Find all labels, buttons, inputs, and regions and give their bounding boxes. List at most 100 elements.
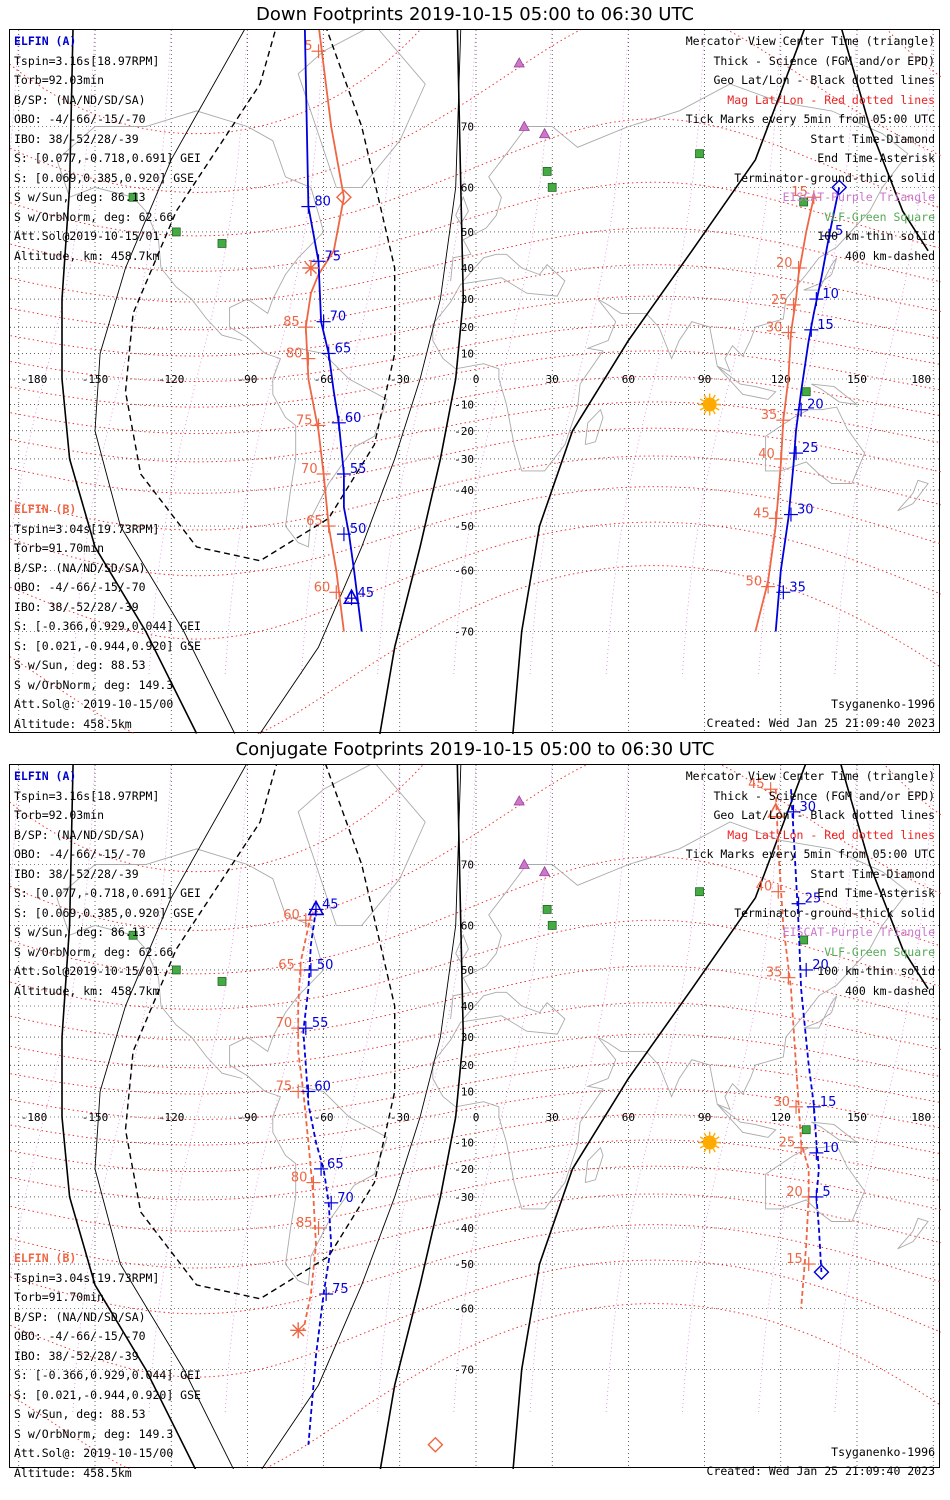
legend-key-line: Geo Lat/Lon - Black dotted lines <box>713 73 935 87</box>
mag-latitude-line <box>10 1224 941 1315</box>
legend-b-line: OBO: -4/-66/-15/-70 <box>14 580 146 594</box>
vlf-station-marker <box>128 192 138 202</box>
legend-b-line: Altitude: 458.5km <box>14 1465 132 1480</box>
tick-label: 50 <box>746 575 763 590</box>
tick-label: 65 <box>335 341 352 356</box>
tick-label: 70 <box>337 1191 354 1206</box>
legend-key-line: Mercator View Center Time (triangle) <box>685 34 935 48</box>
tick-label: 5 <box>822 1185 830 1200</box>
lon-tick-label: 180 <box>911 373 931 386</box>
tick-label: 60 <box>314 580 331 595</box>
mag-latitude-line <box>10 227 941 303</box>
tick-label: 45 <box>358 586 375 601</box>
tick-label: 15 <box>817 318 834 333</box>
legend-key-line: End Time-Asterisk <box>817 151 935 165</box>
lon-tick-label: 30 <box>546 373 559 386</box>
lat-tick-label: 60 <box>461 181 474 194</box>
mag-meridian-line <box>682 30 781 675</box>
lat-tick-label: 60 <box>461 919 474 932</box>
tick-label: 5 <box>835 224 843 239</box>
lat-tick-label: -60 <box>454 565 474 578</box>
asterisk-stroke <box>304 261 318 275</box>
legend-b-line: S w/OrbNorm, deg: 149.3 <box>14 1426 174 1441</box>
lat-tick-label: 40 <box>461 1000 474 1013</box>
mag-meridian-line <box>301 765 401 1413</box>
start-time-diamond-a <box>813 1264 830 1281</box>
vlf-station-marker <box>171 965 181 975</box>
tick-label: 70 <box>301 462 318 477</box>
end-time-asterisk-b <box>290 1322 307 1339</box>
legend-key-line: Terminator-ground-thick solid <box>734 905 935 920</box>
eiscat-station-marker <box>518 120 530 131</box>
legend-a-line: B/SP: (NA/ND/SD/SA) <box>14 92 146 107</box>
mag-latitude-line <box>10 486 941 577</box>
legend-a-line: Altitude, km: 458.7km <box>14 248 160 263</box>
tick-label: 70 <box>330 310 347 325</box>
sun-ray <box>715 398 720 402</box>
legend-key-line: EISCAT-Purple Triangle <box>782 190 935 204</box>
legend-key-line: Start Time-Diamond <box>810 866 935 881</box>
mag-meridian-line <box>758 765 858 1413</box>
mag-meridian-line <box>148 30 248 675</box>
tick-label: 15 <box>820 1095 837 1110</box>
legend-b-line: B/SP: (NA/ND/SD/SA) <box>14 1309 146 1324</box>
mag-latitude-line <box>10 401 941 463</box>
coastline <box>897 1217 929 1250</box>
legend-key-line: Thick - Science (FGM and/or EPD) <box>713 53 935 68</box>
terminator-line <box>61 30 198 734</box>
model-label: Tsyganenko-1996 <box>831 1445 935 1459</box>
lat-tick-label: 30 <box>461 1031 474 1044</box>
lon-tick-label: 0 <box>473 1111 480 1124</box>
lat-tick-label: -40 <box>454 484 474 497</box>
mag-latitude-line <box>10 295 941 357</box>
footprint-100km-line <box>261 765 462 1469</box>
track-line <box>297 914 317 1331</box>
sun-ray <box>712 394 716 399</box>
legend-b-line: Altitude: 458.5km <box>14 716 132 731</box>
coastline <box>803 995 838 1029</box>
legend-key-line: End Time-Asterisk <box>817 886 935 900</box>
tick-label: 80 <box>286 347 303 362</box>
lon-tick-label: 60 <box>622 373 635 386</box>
tick-label: 30 <box>800 800 817 815</box>
vlf-station-marker <box>547 182 557 192</box>
tick-label: 5 <box>304 39 312 54</box>
mag-latitude-line <box>10 1303 941 1469</box>
tick-label: 25 <box>802 441 819 456</box>
legend-key-line: VLF-Green Square <box>824 209 935 224</box>
tick-label: 30 <box>766 321 783 336</box>
tick-label: 40 <box>758 447 775 462</box>
legend-b-line: OBO: -4/-66/-15/-70 <box>14 1329 146 1343</box>
sun-ray <box>712 410 716 415</box>
eiscat-station-marker <box>538 865 551 877</box>
elfin-b-track-west: 60 65 70 75 80 85 <box>276 908 326 1331</box>
legend-a-line: S: [0.069,0.385,0.920] GSE <box>14 905 195 920</box>
lon-tick-label: 150 <box>847 1111 867 1124</box>
legend-a-line: Att.Sol@2019-10-15/01 <box>14 229 160 243</box>
lat-tick-label: -60 <box>454 1303 474 1316</box>
start-time-diamond-b <box>427 1436 444 1453</box>
sun-ray <box>703 394 707 399</box>
mag-latitude-line <box>10 1165 941 1232</box>
vlf-station-marker <box>128 930 138 940</box>
axis-labels: -180 -150 -120 -90 -60 -30 0 30 60 90 120 150 180 70 6… <box>21 120 931 638</box>
lon-tick-label: 180 <box>911 1111 931 1124</box>
legend-b-line: Tspin=3.04s[19.73RPM] <box>14 521 160 536</box>
legend-a-line: S: [0.077,-0.718,0.691] GEI <box>14 151 201 165</box>
map-panel-down: -180 -150 -120 -90 -60 -30 0 30 60 90 120 150 180 70 6… <box>9 29 941 734</box>
mag-latitude-line <box>10 427 941 494</box>
tick-label: 65 <box>327 1157 344 1172</box>
created-timestamp: Created: Wed Jan 25 21:09:40 2023 <box>706 716 935 730</box>
footprint-100km-line <box>259 30 462 734</box>
lat-tick-label: -40 <box>454 1222 474 1235</box>
coastline <box>716 1103 777 1138</box>
tick-label: 80 <box>314 195 331 210</box>
terminator-line <box>379 765 465 1469</box>
tick-label: 20 <box>812 958 829 973</box>
lat-tick-label: 30 <box>461 293 474 306</box>
lat-tick-label: -70 <box>454 1364 474 1377</box>
legend-key-line: EISCAT-Purple Triangle <box>782 925 935 939</box>
sun-ray <box>699 1145 704 1149</box>
legend-key-line: Mag Lat/Lon - Red dotted lines <box>727 92 935 107</box>
legend-heading-a: ELFIN (A) <box>14 769 77 783</box>
